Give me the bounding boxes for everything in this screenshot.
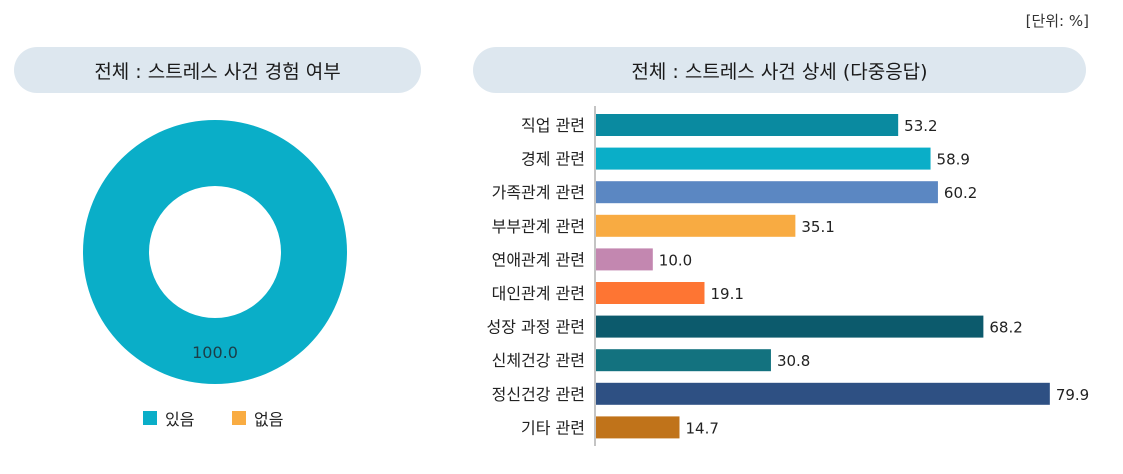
bar: [596, 147, 931, 170]
bar: [596, 315, 984, 338]
bar: [596, 349, 771, 372]
bar-data-label: 10.0: [659, 251, 692, 269]
legend-item-yes: 있음: [143, 406, 194, 430]
legend-swatch: [232, 411, 246, 425]
bar: [596, 114, 899, 136]
bar: [596, 382, 1050, 405]
bar-category-label: 성장 과정 관련: [487, 318, 586, 337]
legend-label: 있음: [165, 410, 195, 429]
bar-category-label: 신체건강 관련: [492, 351, 585, 370]
bar-category-label: 가족관계 관련: [492, 183, 585, 202]
bar-data-label: 79.9: [1056, 386, 1089, 404]
bar-category-label: 직업 관련: [521, 116, 585, 135]
bar-data-label: 60.2: [944, 184, 977, 202]
legend-item-no: 없음: [232, 406, 283, 430]
bar: [596, 416, 680, 439]
bar: [596, 248, 653, 271]
bar-category-label: 기타 관련: [521, 418, 585, 437]
donut-data-label: 100.0: [192, 343, 238, 362]
bar-category-label: 경제 관련: [521, 150, 585, 169]
bar: [596, 282, 705, 304]
bar-data-label: 19.1: [710, 285, 743, 303]
donut-chart-title: 전체 : 스트레스 사건 경험 여부: [14, 47, 421, 93]
unit-label: [단위: %]: [1025, 12, 1089, 30]
bar-data-label: 53.2: [904, 117, 937, 135]
legend-swatch: [143, 411, 157, 425]
bar-data-label: 14.7: [685, 419, 718, 437]
bar-chart-title: 전체 : 스트레스 사건 상세 (다중응답): [473, 47, 1086, 93]
bar: [596, 181, 938, 204]
bar-data-label: 35.1: [801, 218, 834, 236]
bar-data-label: 68.2: [989, 319, 1022, 337]
bar: [596, 214, 796, 237]
bar-category-label: 정신건강 관련: [492, 385, 585, 404]
bar-category-label: 대인관계 관련: [492, 284, 585, 303]
donut-slice: [83, 120, 347, 384]
bar-category-label: 부부관계 관련: [492, 217, 585, 236]
bar-data-label: 30.8: [777, 352, 810, 370]
bar-data-label: 58.9: [937, 151, 970, 169]
legend-label: 없음: [254, 410, 284, 429]
bar-category-label: 연애관계 관련: [492, 250, 585, 269]
